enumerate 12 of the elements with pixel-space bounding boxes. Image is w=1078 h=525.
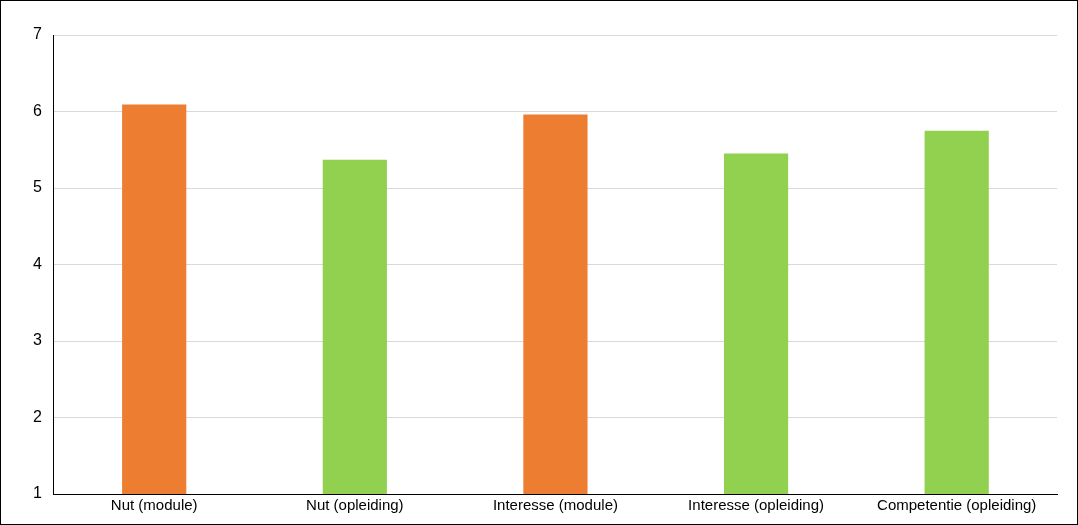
- y-tick-label: 2: [32, 407, 42, 425]
- y-tick-label: 4: [32, 254, 42, 272]
- y-tick-label: 3: [32, 331, 42, 349]
- y-tick-label: 6: [32, 101, 42, 119]
- x-tick-label: Interesse (opleiding): [688, 496, 825, 514]
- x-tick-label: Nut (opleiding): [306, 496, 404, 514]
- x-tick-label: Nut (module): [110, 496, 198, 514]
- y-tick-label: 1: [32, 484, 42, 502]
- x-tick-label: Interesse (module): [492, 496, 618, 514]
- x-tick-label: Competentie (opleiding): [877, 496, 1037, 514]
- y-tick-label: 5: [32, 178, 42, 196]
- y-tick-label: 7: [32, 25, 42, 43]
